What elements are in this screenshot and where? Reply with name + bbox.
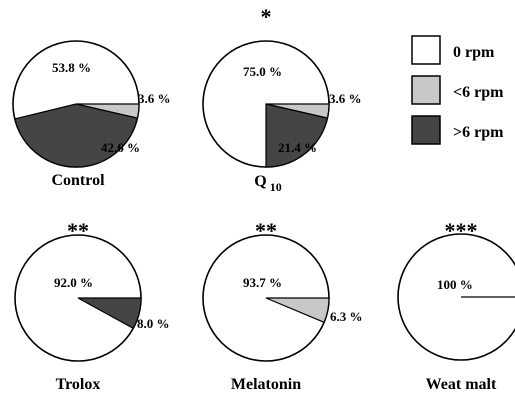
legend-swatch-0 <box>411 35 441 65</box>
pie-weat-malt-label-0: 100 % <box>437 277 473 292</box>
legend-label-1: <6 rpm <box>453 84 504 101</box>
pie-q-title-subscript: 10 <box>270 180 282 194</box>
pie-weat-malt-outline <box>397 233 515 361</box>
pie-q-title: Q 10 <box>254 173 281 194</box>
pie-trolox-label-2: 8.0 % <box>137 316 170 331</box>
pie-melatonin-label-0: 93.7 % <box>243 275 282 290</box>
pie-control-slice-gt6 <box>14 103 139 168</box>
pie-q-significance: * <box>261 4 272 29</box>
pie-trolox-title: Trolox <box>56 376 101 393</box>
legend-label-2: >6 rpm <box>453 124 504 141</box>
pie-trolox-significance: ** <box>67 218 89 243</box>
pie-q-label-2: 21.4 % <box>278 140 317 155</box>
pie-weat-malt-significance: *** <box>445 218 478 243</box>
pie-q-label-1: 3.6 % <box>329 91 362 106</box>
legend-label-0: 0 rpm <box>453 44 495 61</box>
pie-weat-malt-title: Weat malt <box>426 376 497 393</box>
pie-control-label-0: 53.8 % <box>52 60 91 75</box>
legend-swatch-1 <box>411 75 441 105</box>
pie-melatonin-label-1: 6.3 % <box>330 309 363 324</box>
pie-q-label-0: 75.0 % <box>243 64 282 79</box>
pie-control-title: Control <box>51 172 105 189</box>
pie-control-label-2: 42.6 % <box>101 140 140 155</box>
pie-melatonin-title: Melatonin <box>231 376 301 393</box>
pie-trolox-label-0: 92.0 % <box>54 275 93 290</box>
pie-control-label-1: 3.6 % <box>138 91 171 106</box>
pie-melatonin-slice-lt6 <box>265 297 330 324</box>
pie-melatonin-significance: ** <box>255 218 277 243</box>
legend-swatch-2 <box>411 115 441 145</box>
pie-q-slice-gt6 <box>265 103 329 168</box>
pie-trolox-slice-gt6 <box>77 297 142 330</box>
